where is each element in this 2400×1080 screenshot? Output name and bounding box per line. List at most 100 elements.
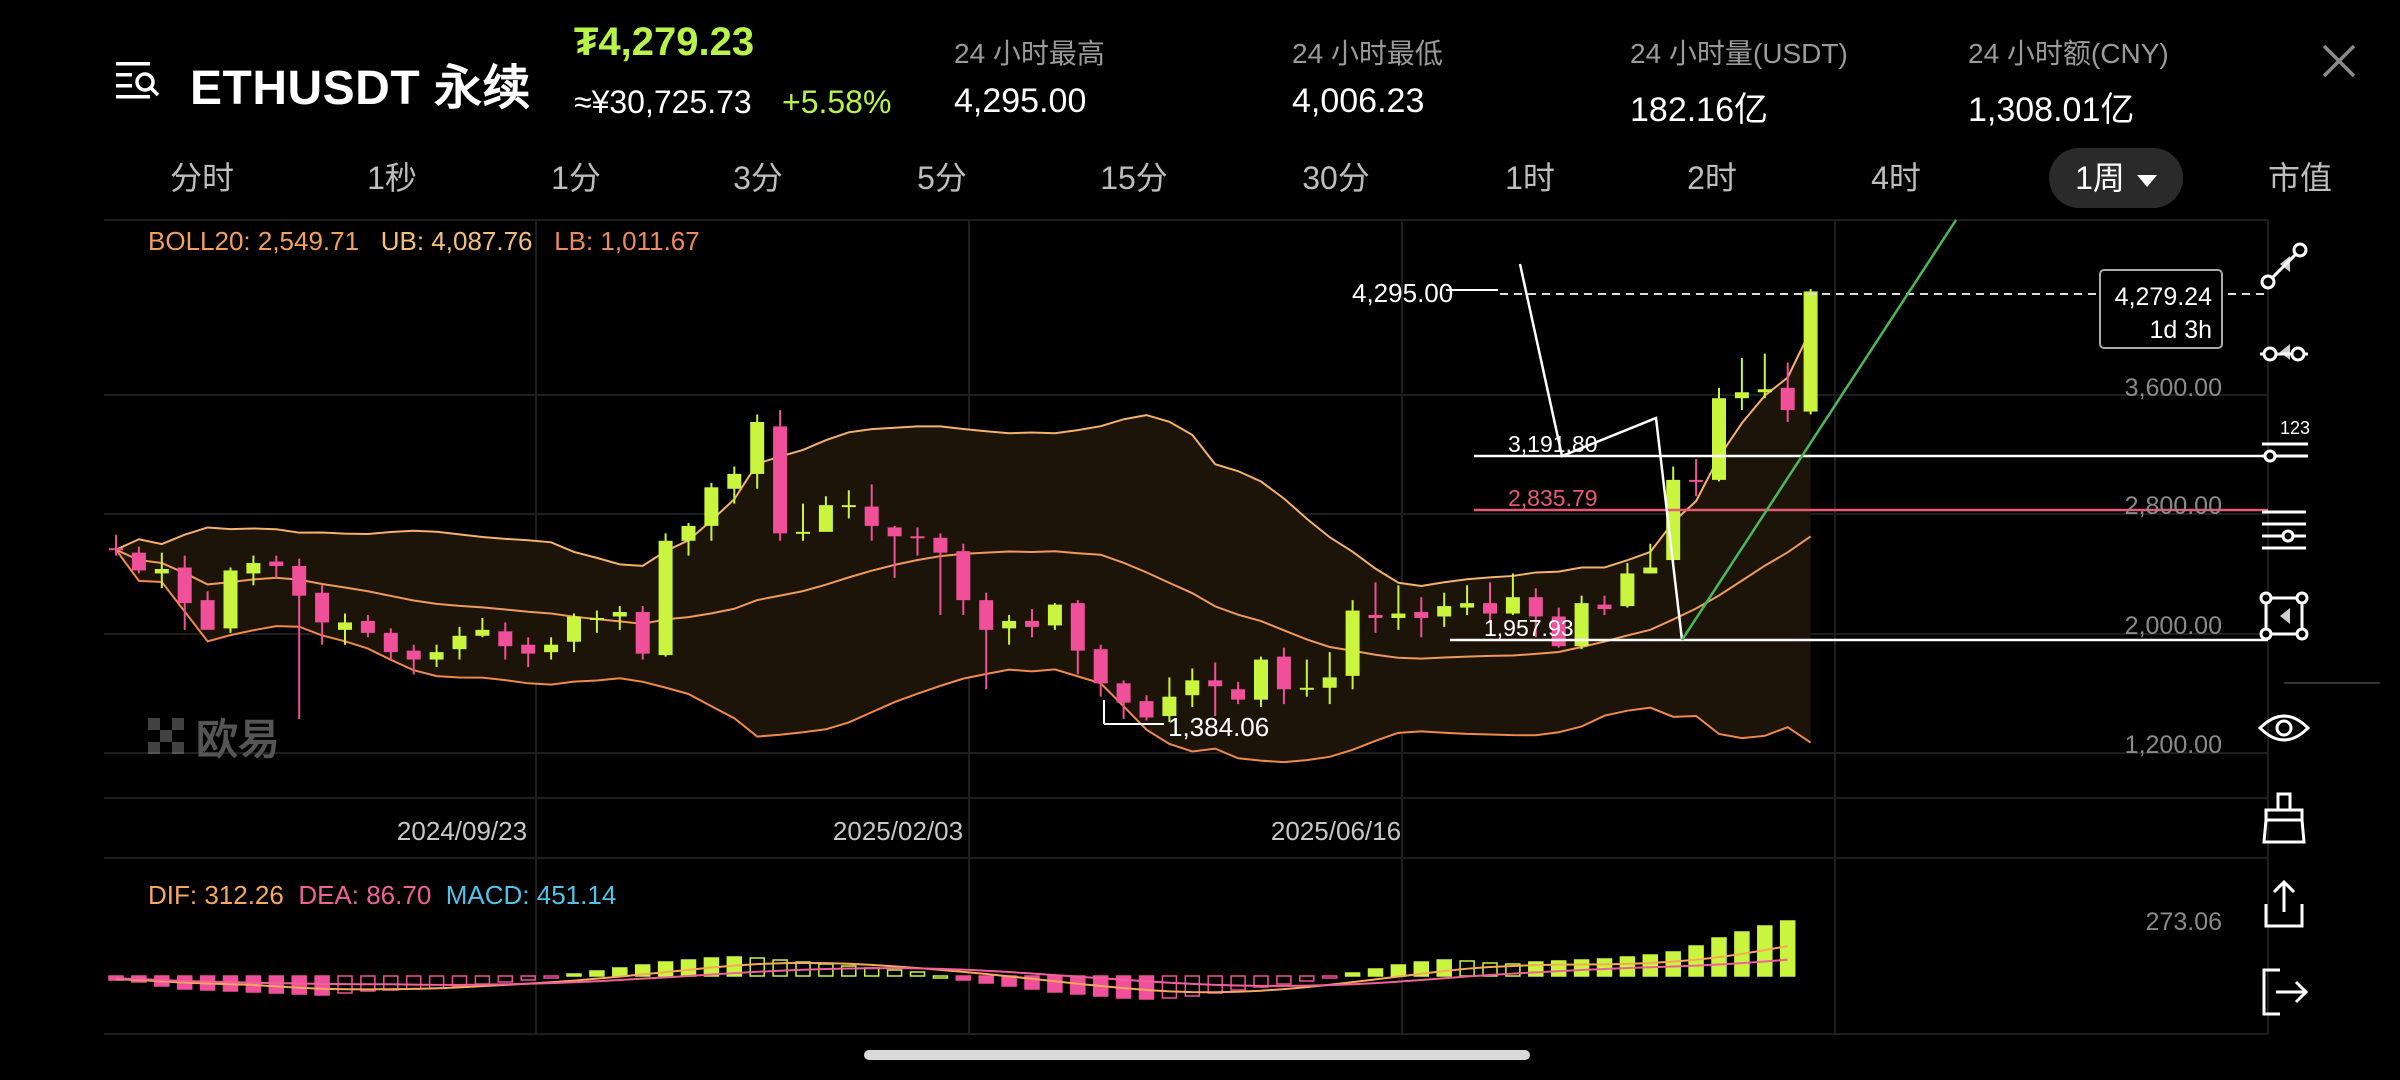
candle-body xyxy=(750,421,765,474)
dea-line xyxy=(115,958,1788,987)
fibonacci-icon[interactable]: 123 xyxy=(2256,412,2312,468)
candle xyxy=(1162,677,1177,722)
candle-body xyxy=(1208,680,1223,687)
candle xyxy=(521,637,536,667)
candle xyxy=(1208,662,1223,716)
tab-1h[interactable]: 1时 xyxy=(1505,160,1555,196)
candle-body xyxy=(887,527,902,537)
macd-legend: DIF: 312.26 DEA: 86.70 MACD: 451.14 xyxy=(148,880,616,911)
parallel-lines-icon[interactable] xyxy=(2256,500,2312,556)
brush-icon[interactable] xyxy=(2256,790,2312,846)
tab-1s[interactable]: 1秒 xyxy=(367,160,417,196)
tab-5m[interactable]: 5分 xyxy=(917,160,967,196)
candle-body xyxy=(223,570,238,629)
candle-body xyxy=(1528,597,1543,617)
candle-body xyxy=(612,612,627,617)
share-icon[interactable] xyxy=(2256,876,2312,932)
tab-15m[interactable]: 15分 xyxy=(1100,160,1168,196)
tab-3m[interactable]: 3分 xyxy=(733,160,783,196)
toolbar-divider xyxy=(2284,682,2380,684)
timeframe-tabs: 分时 1秒 1分 3分 5分 15分 30分 1时 2时 4时 1周 市值 xyxy=(150,148,2370,208)
macd-bar xyxy=(634,964,651,977)
candle-body xyxy=(1803,291,1818,412)
candle xyxy=(910,527,925,556)
stat-volume-value: 182.16亿 xyxy=(1630,91,1768,129)
candle-body xyxy=(681,525,696,541)
tab-timeline[interactable]: 分时 xyxy=(169,160,235,196)
stat-turnover-label: 24 小时额(CNY) xyxy=(1968,38,2169,69)
candle-body xyxy=(406,650,421,660)
exit-icon[interactable] xyxy=(2256,964,2312,1020)
tab-30m[interactable]: 30分 xyxy=(1302,160,1370,196)
macd-bar xyxy=(497,975,514,983)
chevron-left-icon xyxy=(2280,608,2290,624)
macd-bar xyxy=(978,975,994,984)
candle-body xyxy=(1002,620,1017,629)
ray-icon[interactable] xyxy=(2256,326,2312,382)
home-indicator[interactable] xyxy=(864,1050,1530,1060)
candle-body xyxy=(429,652,444,660)
candle xyxy=(750,414,765,489)
tab-1m[interactable]: 1分 xyxy=(551,160,601,196)
candle-body xyxy=(635,612,650,654)
boll-ub: UB: 4,087.76 xyxy=(380,226,533,256)
date-axis-label: 2025/02/03 xyxy=(833,816,963,846)
stat-turnover-value: 1,308.01亿 xyxy=(1968,91,2135,129)
candle xyxy=(1345,600,1360,690)
macd-bar xyxy=(566,973,582,977)
macd-bar xyxy=(1047,975,1063,993)
stat-high-label: 24 小时最高 xyxy=(954,38,1105,69)
candle-body xyxy=(315,592,330,623)
stat-low-label: 24 小时最低 xyxy=(1292,38,1443,69)
current-price-box xyxy=(2099,269,2223,349)
tab-market-cap[interactable]: 市值 xyxy=(2267,160,2333,196)
candle xyxy=(131,546,146,574)
candle-body xyxy=(1093,649,1108,684)
candle xyxy=(1620,563,1635,608)
candle xyxy=(223,567,238,633)
close-icon[interactable] xyxy=(2316,38,2362,84)
tab-1w[interactable]: 1周 xyxy=(2049,148,2183,208)
tab-2h[interactable]: 2时 xyxy=(1687,160,1737,196)
eye-icon[interactable] xyxy=(2256,700,2312,756)
macd-bar xyxy=(291,975,307,995)
candle xyxy=(1757,353,1772,399)
trendline-icon[interactable] xyxy=(2256,238,2312,294)
macd-bar xyxy=(474,975,491,985)
macd-axis-label: 273.06 xyxy=(2146,908,2222,936)
candle-body xyxy=(338,622,352,630)
macd-bar xyxy=(955,975,972,981)
candle xyxy=(681,522,696,556)
rectangle-icon[interactable] xyxy=(2256,588,2312,644)
drawing-tools-lines xyxy=(1103,219,2268,725)
macd-bar xyxy=(886,969,903,977)
candle xyxy=(429,644,444,667)
current-price-label: 4,279.24 xyxy=(2115,283,2212,311)
candle xyxy=(1460,585,1475,616)
candle xyxy=(1093,644,1108,697)
macd-dif: DIF: 312.26 xyxy=(148,880,284,910)
menu-icon[interactable] xyxy=(112,52,164,104)
boll-lower-line xyxy=(115,549,1812,764)
tab-4h[interactable]: 4时 xyxy=(1871,160,1921,196)
candle-body xyxy=(1116,683,1131,703)
candle xyxy=(1047,603,1062,630)
candle-body xyxy=(177,567,192,604)
date-axis-label: 2024/09/23 xyxy=(397,816,527,846)
candle-body xyxy=(1047,604,1062,626)
macd-bar xyxy=(772,959,788,977)
candle xyxy=(269,555,284,578)
candle-body xyxy=(292,566,307,596)
stat-high-value: 4,295.00 xyxy=(954,82,1087,120)
candle-body xyxy=(1597,604,1612,610)
candle-body xyxy=(1757,389,1772,393)
symbol-title[interactable]: ETHUSDT 永续 xyxy=(190,62,532,115)
candle-body xyxy=(1460,603,1475,608)
macd-bar xyxy=(612,967,628,977)
candle-body xyxy=(567,616,581,642)
candle xyxy=(773,410,788,541)
tab-1w-label: 1周 xyxy=(2075,160,2125,196)
macd-bar xyxy=(1779,920,1796,977)
candle-body xyxy=(1345,610,1360,676)
